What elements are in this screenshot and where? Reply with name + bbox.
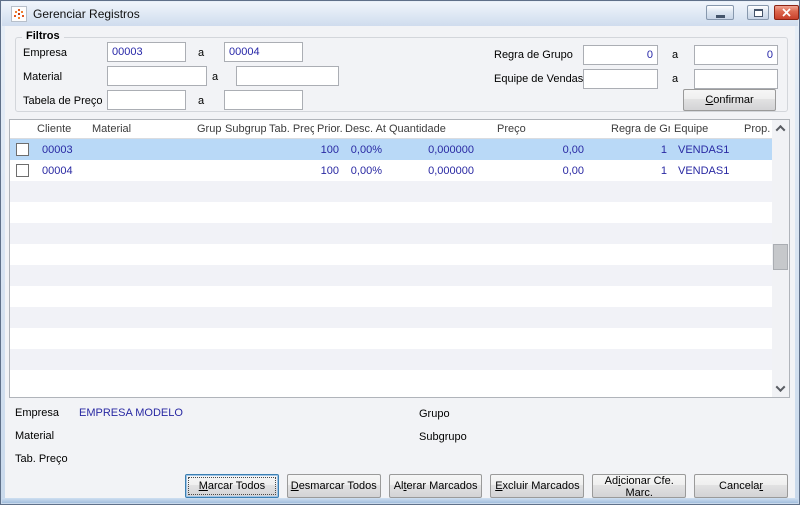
cell-equipe: VENDAS1 bbox=[678, 143, 730, 156]
close-button[interactable] bbox=[774, 5, 799, 20]
scrollbar-thumb[interactable] bbox=[773, 244, 788, 270]
minimize-icon bbox=[715, 14, 725, 18]
equipe-vendas-to-input[interactable] bbox=[694, 69, 778, 89]
empty-row bbox=[10, 307, 772, 328]
material-to-input[interactable] bbox=[236, 66, 339, 86]
chevron-up-icon bbox=[775, 124, 786, 135]
app-icon bbox=[11, 6, 27, 22]
material-filter-label: Material bbox=[23, 71, 63, 83]
table-row[interactable]: 00003 100 0,00% 0,000000 0,00 1 VENDAS1 bbox=[10, 139, 772, 160]
column-header-tab-preco: Tab. Preço bbox=[269, 123, 314, 135]
range-separator: a bbox=[212, 71, 219, 83]
alterar-marcados-button[interactable]: Alterar Marcados bbox=[388, 474, 483, 498]
empty-row bbox=[10, 265, 772, 286]
cell-preco: 0,00 bbox=[562, 143, 584, 156]
empty-row bbox=[10, 286, 772, 307]
cell-desc-ate: 0,00% bbox=[350, 143, 382, 156]
scroll-up-button[interactable] bbox=[772, 120, 789, 137]
empresa-filter-label: Empresa bbox=[23, 47, 68, 59]
detail-empresa-value: EMPRESA MODELO bbox=[79, 407, 183, 419]
minimize-button[interactable] bbox=[706, 5, 734, 20]
filters-legend: Filtros bbox=[22, 30, 64, 42]
column-header-desc-ate: Desc. Até bbox=[345, 123, 386, 135]
desmarcar-todos-button[interactable]: Desmarcar Todos bbox=[286, 474, 381, 498]
column-header-material: Material bbox=[92, 123, 132, 135]
chevron-down-icon bbox=[775, 382, 786, 393]
action-button-bar: Marcar Todos Desmarcar Todos Alterar Mar… bbox=[185, 474, 788, 499]
cell-regra-grupo: 1 bbox=[660, 164, 667, 177]
detail-tab-preco-label: Tab. Preço bbox=[15, 453, 68, 465]
cell-equipe: VENDAS1 bbox=[678, 164, 730, 177]
excluir-marcados-button[interactable]: Excluir Marcados bbox=[490, 474, 585, 498]
window-bottom-border bbox=[2, 498, 798, 503]
column-header-preco: Preço bbox=[497, 123, 526, 135]
equipe-vendas-from-input[interactable] bbox=[583, 69, 658, 89]
table-row[interactable]: 00004 100 0,00% 0,000000 0,00 1 VENDAS1 bbox=[10, 160, 772, 181]
cell-prior: 100 bbox=[320, 164, 339, 177]
range-separator: a bbox=[672, 49, 679, 61]
empty-row bbox=[10, 244, 772, 265]
column-header-equipe: Equipe bbox=[674, 123, 709, 135]
row-checkbox[interactable] bbox=[15, 164, 29, 177]
cancelar-button[interactable]: Cancelar bbox=[694, 474, 788, 498]
window-title: Gerenciar Registros bbox=[33, 7, 140, 21]
empty-row bbox=[10, 370, 772, 391]
column-header-subgrupo: Subgrupo bbox=[225, 123, 266, 135]
column-header-cliente: Cliente bbox=[37, 123, 72, 135]
equipe-vendas-filter-label: Equipe de Vendas bbox=[494, 73, 584, 85]
detail-subgrupo-label: Subgrupo bbox=[419, 431, 467, 443]
cell-preco: 0,00 bbox=[562, 164, 584, 177]
cell-desc-ate: 0,00% bbox=[350, 164, 382, 177]
cell-prior: 100 bbox=[320, 143, 339, 156]
regra-grupo-from-input[interactable] bbox=[583, 45, 658, 65]
tabela-preco-to-input[interactable] bbox=[224, 90, 303, 110]
table-header-row: Cliente Material Grupo Subgrupo Tab. Pre… bbox=[10, 120, 772, 139]
column-header-regra-grupo: Regra de Grupo bbox=[611, 123, 670, 135]
adicionar-cfe-marc-button[interactable]: Adicionar Cfe. Marc. bbox=[592, 474, 687, 499]
empty-row bbox=[10, 349, 772, 370]
title-bar[interactable]: Gerenciar Registros bbox=[2, 2, 799, 26]
tabela-preco-filter-label: Tabela de Preço bbox=[23, 95, 103, 107]
empresa-from-input[interactable] bbox=[107, 42, 186, 62]
regra-grupo-to-input[interactable] bbox=[694, 45, 778, 65]
empty-row bbox=[10, 181, 772, 202]
column-header-prop: Prop. bbox=[744, 123, 771, 135]
cell-cliente: 00004 bbox=[42, 164, 73, 177]
column-header-prior: Prior. bbox=[317, 123, 342, 135]
material-from-input[interactable] bbox=[107, 66, 207, 86]
range-separator: a bbox=[198, 47, 205, 59]
cell-cliente: 00003 bbox=[42, 143, 73, 156]
regra-grupo-filter-label: Regra de Grupo bbox=[494, 49, 573, 61]
records-table: Cliente Material Grupo Subgrupo Tab. Pre… bbox=[9, 119, 790, 398]
detail-empresa-label: Empresa bbox=[15, 407, 60, 419]
filters-groupbox: Filtros bbox=[15, 30, 788, 112]
row-checkbox[interactable] bbox=[15, 143, 29, 156]
empty-row bbox=[10, 223, 772, 244]
cell-quantidade: 0,000000 bbox=[428, 143, 474, 156]
range-separator: a bbox=[672, 73, 679, 85]
detail-material-label: Material bbox=[15, 430, 55, 442]
close-icon bbox=[782, 8, 791, 17]
cell-regra-grupo: 1 bbox=[660, 143, 667, 156]
cell-quantidade: 0,000000 bbox=[428, 164, 474, 177]
tabela-preco-from-input[interactable] bbox=[107, 90, 186, 110]
scroll-down-button[interactable] bbox=[772, 380, 789, 397]
marcar-todos-button[interactable]: Marcar Todos bbox=[185, 474, 279, 498]
vertical-scrollbar[interactable] bbox=[772, 120, 789, 397]
empty-row bbox=[10, 328, 772, 349]
empresa-to-input[interactable] bbox=[224, 42, 303, 62]
empty-row bbox=[10, 202, 772, 223]
detail-grupo-label: Grupo bbox=[419, 408, 450, 420]
maximize-icon bbox=[753, 8, 763, 17]
range-separator: a bbox=[198, 95, 205, 107]
column-header-grupo: Grupo bbox=[197, 123, 222, 135]
confirmar-button[interactable]: Confirmar bbox=[683, 89, 776, 111]
maximize-button[interactable] bbox=[747, 5, 769, 20]
column-header-quantidade: Quantidade bbox=[389, 123, 446, 135]
